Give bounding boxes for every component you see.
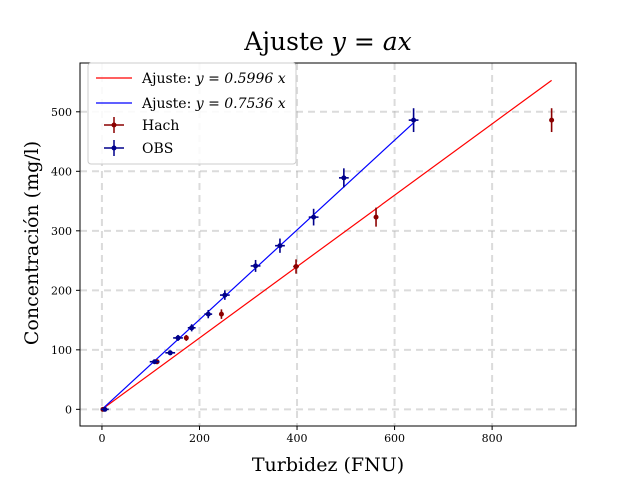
obs-point-9	[308, 208, 319, 226]
hach-point-6	[549, 108, 555, 133]
y-tick-label-3: 300	[51, 225, 72, 238]
obs-point-5	[204, 309, 213, 319]
x-tick-label-4: 800	[482, 432, 503, 445]
y-tick-label-2: 200	[51, 284, 72, 297]
legend-hach-marker	[104, 117, 124, 133]
x-tick-label-0: 0	[98, 432, 105, 445]
obs-point-0	[100, 406, 109, 412]
legend-fit-1-label: Ajuste: y = 0.5996 x	[141, 71, 286, 87]
y-tick-label-1: 100	[51, 344, 72, 357]
obs-point-2	[165, 350, 176, 356]
obs-point-6	[219, 290, 230, 300]
axis-ticks: 0 200 400 600 800 0 100 200 300 400 500	[51, 106, 503, 445]
fit-line-1	[101, 79, 552, 410]
obs-point-10	[338, 168, 349, 188]
legend-obs-label: OBS	[142, 141, 173, 157]
y-axis-label: Concentración (mg/l)	[21, 141, 43, 345]
hach-point-2	[183, 334, 189, 341]
obs-point-1	[149, 359, 160, 365]
data-points	[100, 108, 555, 412]
legend-box	[87, 62, 297, 165]
obs-point-8	[275, 238, 285, 253]
hach-point-4	[293, 259, 299, 274]
legend-fit-2-label: Ajuste: y = 0.7536 x	[141, 96, 286, 112]
legend-hach-label: Hach	[142, 118, 179, 134]
plot-frame	[79, 62, 577, 427]
x-tick-label-2: 400	[287, 432, 308, 445]
legend-obs-marker	[104, 140, 124, 156]
x-axis-label: Turbidez (FNU)	[252, 454, 404, 476]
y-tick-label-4: 400	[51, 165, 72, 178]
obs-point-7	[250, 259, 261, 272]
hach-point-5	[373, 207, 379, 227]
obs-point-4	[187, 324, 196, 332]
hach-point-3	[218, 309, 224, 319]
obs-point-3	[173, 334, 183, 341]
x-tick-label-3: 600	[384, 432, 405, 445]
obs-point-11	[408, 108, 419, 133]
chart-title: Ajuste y = ax	[243, 27, 412, 56]
legend: Ajuste: y = 0.5996 x Ajuste: y = 0.7536 …	[87, 62, 297, 165]
y-tick-label-5: 500	[51, 106, 72, 119]
x-tick-label-1: 200	[189, 432, 210, 445]
y-tick-label-0: 0	[65, 403, 72, 416]
